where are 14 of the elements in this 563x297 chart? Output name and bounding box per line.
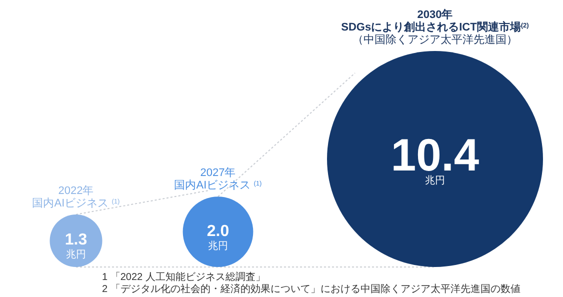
data-label: 2.0 <box>206 222 230 240</box>
text: 2030年 <box>417 9 453 21</box>
text: 1 「2022 人工知能ビジネス総調査」 <box>102 271 266 283</box>
text: 兆円 <box>66 248 86 261</box>
category-label: 国内AIビジネス $^{(1)}$ <box>174 178 262 192</box>
text: 2 「デジタル化の社会的・経済的効果について」における中国除くアジア太平洋先進国の数値 <box>102 283 520 295</box>
category-label: 国内AIビジネス $^{(1)}$ <box>32 196 120 210</box>
text: 兆円 <box>425 175 445 186</box>
text: 2022年 <box>58 184 94 197</box>
text: 2027年 <box>200 167 236 180</box>
data-label: 1.3 <box>64 232 88 249</box>
text: （中国除くアジア太平洋先進国） <box>352 34 518 46</box>
text: 兆円 <box>208 240 228 252</box>
category-label: SDGsにより創出されるICT関連市場$^{(2)}$ <box>341 20 529 34</box>
